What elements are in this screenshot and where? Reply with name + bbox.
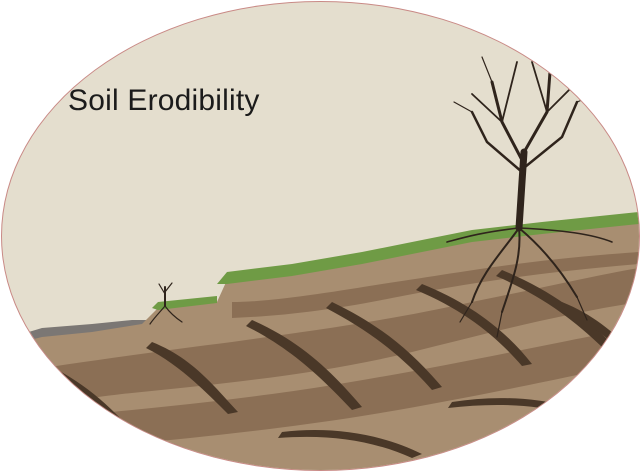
tree (446, 49, 613, 338)
grass-lower (152, 296, 217, 310)
sapling (149, 282, 183, 325)
diagram-title: Soil Erodibility (68, 84, 260, 117)
erosion-gullies (36, 270, 632, 464)
grass-upper (217, 212, 639, 284)
soil-strata (2, 252, 639, 454)
